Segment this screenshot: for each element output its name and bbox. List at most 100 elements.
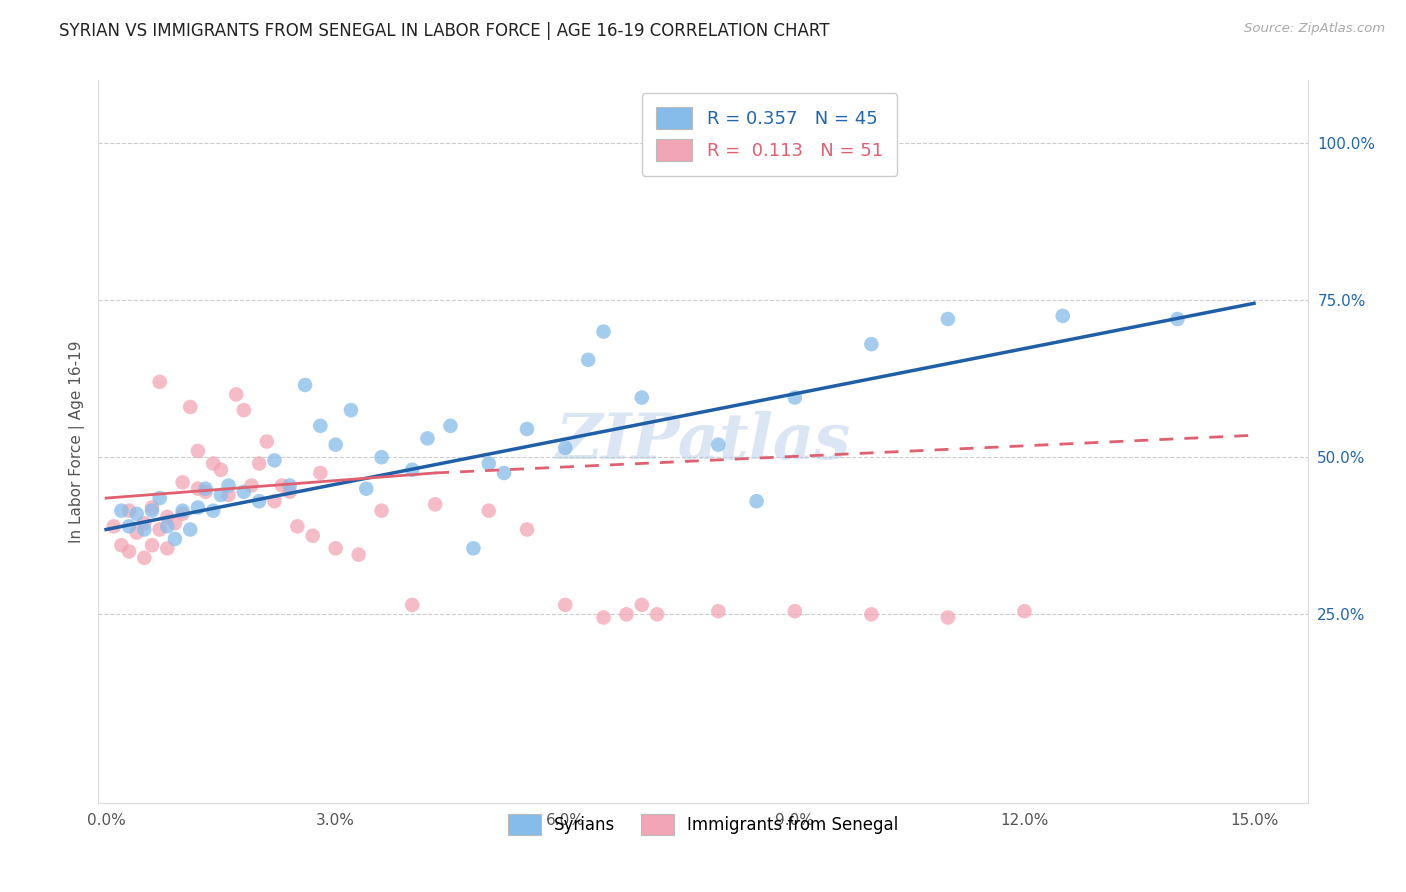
Point [823, 161, 845, 176]
Text: ZIPatlas: ZIPatlas [555, 411, 851, 472]
Point [134, 523, 156, 537]
Point [118, 503, 141, 517]
Point [1166, 312, 1188, 326]
Point [278, 478, 301, 492]
Point [179, 523, 201, 537]
Point [156, 541, 179, 556]
Point [301, 529, 323, 543]
Point [202, 457, 225, 471]
Point [347, 548, 370, 562]
Point [592, 610, 614, 624]
Point [783, 391, 806, 405]
Point [232, 484, 254, 499]
Point [325, 438, 347, 452]
Point [492, 466, 515, 480]
Point [478, 503, 501, 517]
Point [225, 387, 247, 401]
Point [125, 507, 148, 521]
Point [240, 478, 263, 492]
Point [247, 494, 270, 508]
Point [263, 494, 285, 508]
Point [1014, 604, 1036, 618]
Point [370, 450, 392, 465]
Point [707, 604, 730, 618]
Point [110, 503, 132, 517]
Point [141, 538, 163, 552]
Point [554, 441, 576, 455]
Point [478, 457, 501, 471]
Point [194, 482, 217, 496]
Point [630, 598, 652, 612]
Point [309, 418, 332, 433]
Point [141, 503, 163, 517]
Point [187, 482, 209, 496]
Point [118, 544, 141, 558]
Point [516, 523, 538, 537]
Point [194, 484, 217, 499]
Point [463, 541, 485, 556]
Point [172, 507, 194, 521]
Point [156, 519, 179, 533]
Point [209, 463, 232, 477]
Point [1052, 309, 1074, 323]
Point [125, 525, 148, 540]
Point [576, 352, 599, 367]
Point [271, 478, 294, 492]
Point [134, 516, 156, 531]
Point [278, 484, 301, 499]
Point [645, 607, 668, 622]
Point [118, 519, 141, 533]
Point [263, 453, 285, 467]
Point [309, 466, 332, 480]
Point [936, 312, 959, 326]
Point [823, 161, 845, 176]
Point [340, 403, 363, 417]
Point [554, 598, 576, 612]
Point [218, 488, 240, 502]
Point [172, 475, 194, 490]
Point [149, 375, 172, 389]
Point [256, 434, 278, 449]
Point [103, 519, 125, 533]
Point [439, 418, 461, 433]
Point [134, 550, 156, 565]
Point [218, 478, 240, 492]
Point [516, 422, 538, 436]
Point [936, 610, 959, 624]
Point [202, 503, 225, 517]
Point [179, 400, 201, 414]
Point [163, 532, 186, 546]
Point [325, 541, 347, 556]
Point [149, 523, 172, 537]
Point [187, 444, 209, 458]
Point [156, 510, 179, 524]
Point [423, 497, 446, 511]
Point [141, 500, 163, 515]
Y-axis label: In Labor Force | Age 16-19: In Labor Force | Age 16-19 [69, 340, 84, 543]
Point [401, 598, 423, 612]
Point [149, 491, 172, 505]
Point [860, 337, 883, 351]
Point [630, 391, 652, 405]
Point [370, 503, 392, 517]
Point [287, 519, 309, 533]
Point [401, 463, 423, 477]
Point [232, 403, 254, 417]
Point [745, 494, 768, 508]
Point [163, 516, 186, 531]
Legend: Syrians, Immigrants from Senegal: Syrians, Immigrants from Senegal [501, 808, 905, 841]
Point [783, 604, 806, 618]
Point [172, 503, 194, 517]
Point [707, 438, 730, 452]
Point [860, 607, 883, 622]
Point [356, 482, 378, 496]
Point [247, 457, 270, 471]
Point [294, 378, 316, 392]
Point [110, 538, 132, 552]
Text: Source: ZipAtlas.com: Source: ZipAtlas.com [1244, 22, 1385, 36]
Point [209, 488, 232, 502]
Text: SYRIAN VS IMMIGRANTS FROM SENEGAL IN LABOR FORCE | AGE 16-19 CORRELATION CHART: SYRIAN VS IMMIGRANTS FROM SENEGAL IN LAB… [59, 22, 830, 40]
Point [187, 500, 209, 515]
Point [592, 325, 614, 339]
Point [616, 607, 638, 622]
